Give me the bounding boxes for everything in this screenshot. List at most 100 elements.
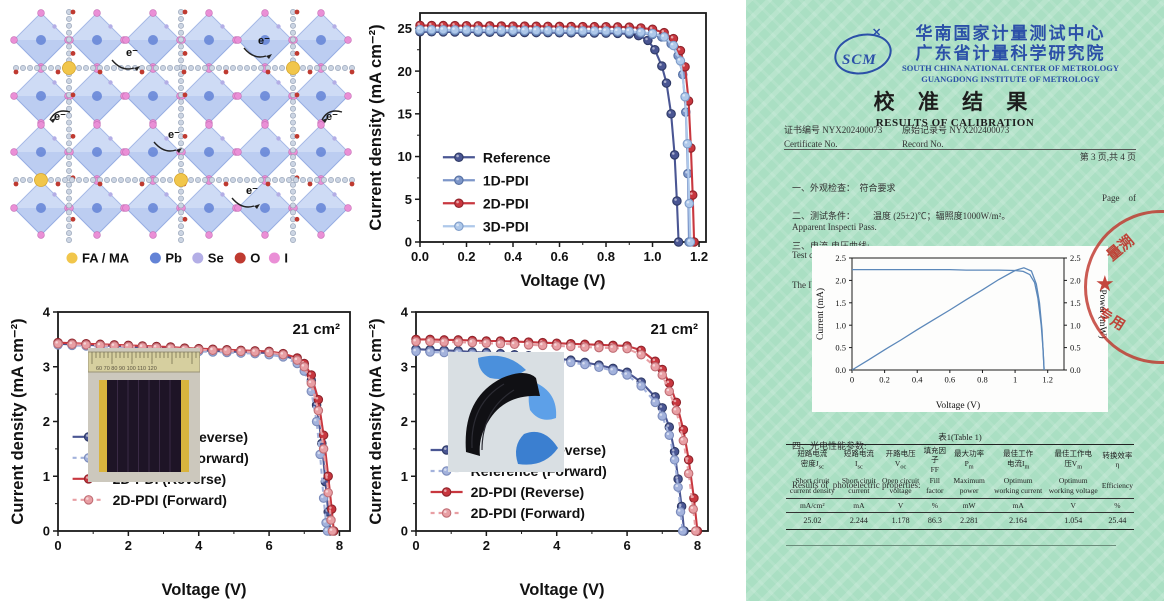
svg-text:3: 3 xyxy=(401,359,408,374)
svg-text:6: 6 xyxy=(623,538,630,553)
legend: Reference 1D-PDI 2D-PDI 3D-PDI xyxy=(442,149,551,234)
org-name-en-1: SOUTH CHINA NATIONAL CENTER OF METROLOGY xyxy=(902,63,1120,74)
series-Reference xyxy=(415,27,684,247)
electron-transfer-arrows: e⁻ e⁻ e⁻ e⁻ e⁻ e⁻ xyxy=(49,35,343,209)
col-unit: V xyxy=(879,498,923,514)
y-axis-label: Current density (mA cm⁻²) xyxy=(367,24,385,230)
col-header-en: Open circuit voltage xyxy=(879,475,923,499)
series-1D-PDI xyxy=(415,25,694,247)
y-axis-label: Current density (mA cm⁻²) xyxy=(367,318,385,524)
y-axis-label: Current density (mA cm⁻²) xyxy=(9,318,27,524)
svg-text:1.5: 1.5 xyxy=(835,298,846,308)
org-name-en-2: GUANGDONG INSTITUTE OF METROLOGY xyxy=(921,73,1100,84)
svg-text:5: 5 xyxy=(405,192,412,207)
page-cn: 第 3 页,共 4 页 xyxy=(1079,152,1136,162)
certificate-chart-box: 0 0.2 0.4 0.6 0.8 1 1.2 0.0 0.0 0.5 0.5 1.0 1.0 1.5 1.… xyxy=(812,246,1108,412)
svg-text:25: 25 xyxy=(398,21,412,36)
svg-text:0.0: 0.0 xyxy=(835,365,846,375)
svg-text:0.2: 0.2 xyxy=(457,249,475,264)
svg-text:2.5: 2.5 xyxy=(835,253,846,263)
svg-text:4: 4 xyxy=(401,305,409,320)
org-name-cn-2: 广东省计量科学研究院 xyxy=(915,43,1106,63)
crystal-legend: FA / MA Pb Se O I xyxy=(66,251,288,266)
svg-text:1.0: 1.0 xyxy=(835,320,846,330)
svg-text:0.8: 0.8 xyxy=(977,375,988,385)
svg-text:2: 2 xyxy=(125,538,132,553)
svg-text:0.0: 0.0 xyxy=(411,249,429,264)
certificate-title: 校 准 结 果 RESULTS OF CALIBRATION xyxy=(746,86,1164,129)
calibration-certificate: ✕ SCM 华南国家计量测试中心 广东省计量科学研究院 SOUTH CHINA … xyxy=(746,0,1164,601)
svg-text:0.6: 0.6 xyxy=(550,249,568,264)
svg-text:0: 0 xyxy=(405,235,412,250)
table-row: 短路电流 密度Jsc 短路电流 Isc 开路电压 Voc 填充因子 FF 最大功率 Pm 最佳工作电… xyxy=(786,445,1134,476)
stamp-star-icon: ★ xyxy=(1095,271,1115,296)
rigid-module-photo-inset: 60 70 80 90 100 110 120 xyxy=(87,348,201,482)
svg-text:e⁻: e⁻ xyxy=(326,111,338,123)
svg-text:2.0: 2.0 xyxy=(835,275,846,285)
col-value: 2.244 xyxy=(838,512,880,531)
certificate-header: ✕ SCM 华南国家计量测试中心 广东省计量科学研究院 SOUTH CHINA … xyxy=(830,24,1119,84)
svg-text:e⁻: e⁻ xyxy=(246,185,258,197)
record-no-cn: 原始记录号 NYX202400073 xyxy=(902,125,1010,135)
svg-text:O: O xyxy=(250,251,260,266)
stamp-top-text: 量溯 xyxy=(1104,232,1138,265)
photoelectric-results-table: 短路电流 密度Jsc 短路电流 Isc 开路电压 Voc 填充因子 FF 最大功率 Pm 最佳工作电… xyxy=(786,444,1134,531)
svg-text:Se: Se xyxy=(208,251,224,266)
flexible-module-photo xyxy=(448,352,564,472)
cert-no-en: Certificate No. xyxy=(784,138,838,149)
page-indicator: 第 3 页,共 4 页 Page of xyxy=(1044,124,1136,232)
jv-small-area-cells: 0.0 0.2 0.4 0.6 0.8 1.0 1.2 0 5 10 15 20 25 Voltage (… xyxy=(367,12,708,290)
results-table-wrap: 表1(Table 1) 短路电流 密度Jsc 短路电流 Isc 开路电压 Voc 填充因子 F… xyxy=(786,431,1134,531)
col-header-en: Maximum power xyxy=(947,475,991,499)
col-unit: V xyxy=(1045,498,1101,514)
jv-chart-small-area: 0.0 0.2 0.4 0.6 0.8 1.0 1.2 0 5 10 15 20 25 Voltage (… xyxy=(366,0,750,292)
svg-text:20: 20 xyxy=(398,64,412,79)
svg-text:0.4: 0.4 xyxy=(504,249,523,264)
record-no-en: Record No. xyxy=(902,138,944,149)
certificate-iv-chart: 0 0.2 0.4 0.6 0.8 1 1.2 0.0 0.0 0.5 0.5 1.0 1.0 1.5 1.… xyxy=(812,246,1108,417)
axes: 0 2 4 6 8 0 1 2 3 4 xyxy=(401,305,709,553)
svg-text:1.0: 1.0 xyxy=(1070,320,1081,330)
svg-text:I: I xyxy=(284,251,288,266)
rigid-module-photo: 60 70 80 90 100 110 120 xyxy=(87,348,201,482)
col-header-cn: 转换效率 η xyxy=(1102,450,1133,470)
col-value: 2.164 xyxy=(990,512,1046,531)
svg-text:e⁻: e⁻ xyxy=(54,111,66,123)
fa-ma-cations xyxy=(34,61,300,187)
col-header-cn: 最佳工作 电流Im xyxy=(1003,449,1034,471)
svg-text:0.4: 0.4 xyxy=(912,375,923,385)
section-appearance: 一、外观检查： 符合要求 Apparent Inspecti Pass. xyxy=(792,156,896,260)
svg-text:8: 8 xyxy=(694,538,701,553)
col-header-en: Optimum working current xyxy=(990,475,1046,499)
svg-text:e⁻: e⁻ xyxy=(168,129,180,141)
col-header-cn: 填充因子 FF xyxy=(923,446,947,474)
org-name-cn-1: 华南国家计量测试中心 xyxy=(915,24,1106,43)
organization-block: 华南国家计量测试中心 广东省计量科学研究院 SOUTH CHINA NATION… xyxy=(902,24,1119,84)
col-header-en: Short ciruit current density xyxy=(786,475,839,499)
series-power xyxy=(851,267,1045,371)
svg-text:0: 0 xyxy=(43,524,50,539)
section1-cn: 一、外观检查： 符合要求 xyxy=(792,183,896,194)
svg-text:0.8: 0.8 xyxy=(597,249,615,264)
svg-text:60 70 80 90 100 110 120: 60 70 80 90 100 110 120 xyxy=(96,366,157,372)
certificate-title-cn: 校 准 结 果 xyxy=(873,90,1037,114)
col-unit: mA xyxy=(990,498,1046,514)
col-unit: % xyxy=(922,498,948,514)
svg-text:0.2: 0.2 xyxy=(879,375,890,385)
table-row: 25.02 2.244 1.178 86.3 2.281 2.164 1.054 25.44 xyxy=(786,512,1134,531)
pdi-molecule-chains xyxy=(13,9,355,243)
section4-cn: 四、光电性能参数: xyxy=(792,441,867,452)
svg-text:0: 0 xyxy=(850,375,854,385)
col-value: 25.44 xyxy=(1100,512,1134,531)
svg-text:2D-PDI (Reverse): 2D-PDI (Reverse) xyxy=(471,484,585,500)
svg-text:3: 3 xyxy=(43,359,50,374)
header-divider xyxy=(784,149,1136,150)
col-unit: mW xyxy=(947,498,991,514)
col-header-en: Short ciruit current xyxy=(838,475,880,499)
svg-text:2.0: 2.0 xyxy=(1070,275,1081,285)
svg-text:FA / MA: FA / MA xyxy=(82,251,130,266)
svg-text:3D-PDI: 3D-PDI xyxy=(483,218,529,234)
svg-text:4: 4 xyxy=(553,538,561,553)
x-axis-label: Voltage (V) xyxy=(520,581,605,599)
